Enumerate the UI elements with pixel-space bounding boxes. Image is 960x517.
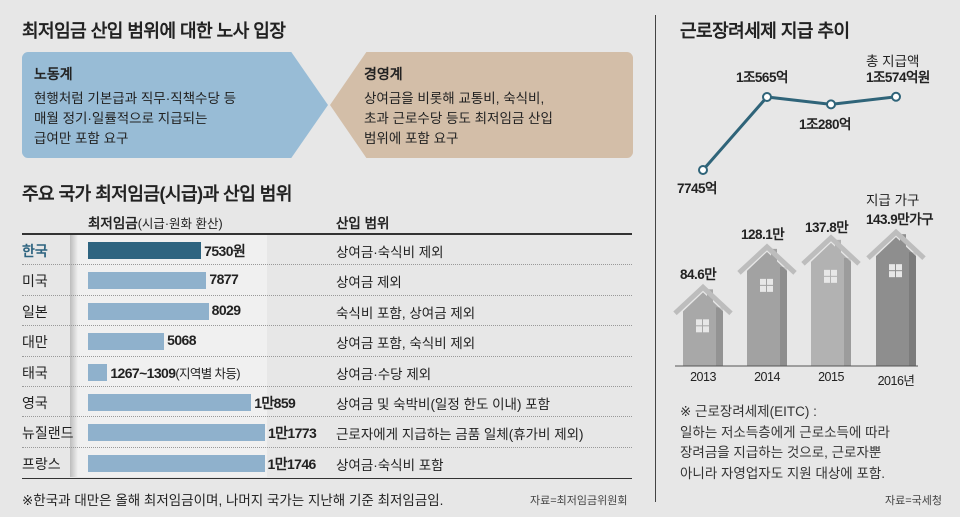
year-label: 2014 (754, 370, 780, 384)
col-header-scope: 산입 범위 (336, 216, 390, 231)
house-bar (737, 243, 797, 366)
labor-heading: 노동계 (34, 66, 73, 82)
scope-text: 근로자에게 지급하는 금품 일체(휴가비 제외) (336, 427, 584, 443)
table-row: 태국 1267~1309(지역별 차등) 상여금·수당 제외 (22, 357, 632, 387)
footnote: ※한국과 대만은 올해 최저임금이며, 나머지 국가는 지난해 기준 최저임금임… (22, 493, 444, 508)
wage-table: 한국 7530원 상여금·숙식비 제외 미국 7877 상여금 제외 일본 8029… (0, 235, 640, 478)
amount-label: 7745억 (677, 181, 717, 196)
household-caption: 지급 가구 (866, 193, 920, 208)
right-source: 자료=국세청 (885, 495, 943, 507)
wage-value: 7877 (209, 271, 239, 288)
wage-value: 1만1773 (267, 425, 317, 442)
labor-position-box: 노동계 현행처럼 기본급과 직무·직책수당 등 매월 정기·일률적으로 지급되는 급… (22, 52, 328, 158)
amount-caption: 총 지급액 (866, 54, 920, 69)
left-title: 최저임금 산입 범위에 대한 노사 입장 (22, 21, 286, 41)
col-header-wage: 최저임금(시급·원화 환산) (88, 216, 223, 231)
wage-value: 1267~1309(지역별 차등) (110, 364, 240, 381)
table-row: 프랑스 1만1746 상여금·숙식비 포함 (22, 448, 632, 478)
scope-text: 상여금 및 숙박비(일정 한도 이내) 포함 (336, 397, 551, 412)
wage-bar (88, 272, 207, 290)
wage-bar (88, 302, 209, 320)
wage-value: 1만859 (254, 395, 296, 411)
wage-bar (88, 394, 252, 411)
house-bar (801, 234, 861, 366)
year-label: 2013 (690, 370, 716, 384)
table-row: 뉴질랜드 1만1773 근로자에게 지급하는 금품 일체(휴가비 제외) (22, 417, 632, 448)
scope-text: 상여금 포함, 숙식비 제외 (336, 336, 476, 352)
household-label: 128.1만 (741, 227, 785, 242)
amount-point (826, 99, 836, 110)
wage-bar (88, 363, 108, 381)
year-label: 2015 (818, 370, 844, 384)
household-label: 137.8만 (805, 220, 849, 235)
wage-value: 8029 (211, 301, 241, 318)
table-title: 주요 국가 최저임금(시급)과 산입 범위 (22, 184, 292, 204)
house-bar (866, 228, 926, 366)
management-position-box: 경영계 상여금을 비롯해 교통비, 숙식비, 초과 근로수당 등도 최저임금 산입… (330, 52, 633, 158)
household-label: 143.9만가구 (866, 212, 934, 227)
eitc-note: ※ 근로장려세제(EITC) : 일하는 저소득층에게 근로소득에 따라 장려금을 … (680, 404, 890, 481)
wage-bar (88, 424, 265, 442)
year-label: 2016년 (877, 374, 915, 388)
country-name: 한국 (22, 243, 48, 259)
country-name: 영국 (22, 395, 48, 411)
household-label: 84.6만 (680, 267, 717, 282)
table-bottom-rule (22, 478, 632, 479)
amount-label: 1조574억원 (866, 70, 930, 85)
labor-text: 현행처럼 기본급과 직무·직책수당 등 매월 정기·일률적으로 지급되는 급여만 포… (34, 91, 237, 146)
country-name: 뉴질랜드 (22, 425, 74, 442)
house-bar (673, 283, 733, 366)
wage-bar (88, 242, 202, 259)
scope-text: 상여금 제외 (336, 275, 402, 291)
scope-text: 상여금·수당 제외 (336, 366, 432, 382)
wage-value: 5068 (167, 332, 196, 349)
amount-line (701, 95, 897, 171)
wage-value: 1만1746 (267, 455, 317, 472)
amount-point (698, 165, 708, 175)
table-row: 영국 1만859 상여금 및 숙박비(일정 한도 이내) 포함 (22, 387, 632, 418)
wage-bar (88, 333, 165, 351)
scope-text: 상여금·숙식비 포함 (336, 457, 444, 473)
country-name: 일본 (22, 303, 48, 320)
country-name: 프랑스 (22, 455, 61, 472)
wage-value: 7530원 (204, 243, 246, 259)
scope-text: 상여금·숙식비 제외 (336, 245, 444, 260)
table-row: 한국 7530원 상여금·숙식비 제외 (22, 235, 632, 266)
scope-text: 숙식비 포함, 상여금 제외 (336, 305, 476, 321)
amount-label: 1조280억 (799, 117, 851, 132)
table-top-rule (22, 233, 632, 235)
amount-label: 1조565억 (736, 70, 788, 85)
management-text: 상여금을 비롯해 교통비, 숙식비, 초과 근로수당 등도 최저임금 산입 범위에 … (364, 91, 553, 146)
amount-point (891, 91, 901, 102)
divider (655, 15, 656, 502)
country-name: 대만 (22, 334, 48, 351)
right-title: 근로장려세제 지급 추이 (680, 21, 850, 41)
wage-bar (88, 454, 265, 472)
table-row: 대만 5068 상여금 포함, 숙식비 제외 (22, 326, 632, 357)
eitc-chart (673, 91, 926, 367)
amount-point (762, 91, 772, 102)
country-name: 태국 (22, 364, 48, 381)
left-source: 자료=최저임금위원회 (530, 495, 628, 507)
management-heading: 경영계 (364, 66, 403, 82)
table-row: 일본 8029 숙식비 포함, 상여금 제외 (22, 296, 632, 327)
table-row: 미국 7877 상여금 제외 (22, 265, 632, 296)
country-name: 미국 (22, 273, 48, 290)
